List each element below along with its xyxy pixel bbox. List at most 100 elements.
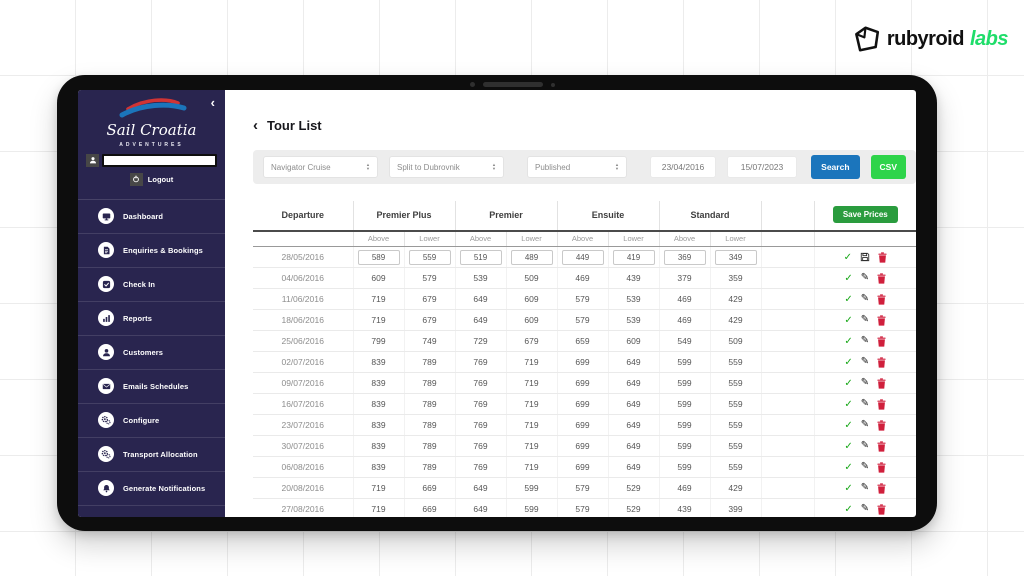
edit-pencil-icon[interactable]: ✎ <box>860 440 870 451</box>
sidebar-item-label: Transport Allocation <box>123 449 198 459</box>
sidebar-collapse-icon[interactable]: ‹ <box>210 95 215 110</box>
edit-pencil-icon[interactable]: ✎ <box>860 377 870 388</box>
spacer-cell <box>760 435 815 457</box>
logout-button[interactable]: Logout <box>78 172 225 186</box>
confirm-check-icon[interactable]: ✓ <box>844 482 853 494</box>
table-header-row: Departure Premier Plus Premier Ensuite S… <box>253 201 916 231</box>
trash-icon[interactable] <box>877 377 886 389</box>
edit-pencil-icon[interactable]: ✎ <box>860 356 870 367</box>
price-cell: 789 <box>403 456 455 478</box>
table-subheader-row: Above Lower Above Lower Above Lower Above Lower <box>253 230 916 247</box>
sidebar-item-label: Enquiries & Bookings <box>123 245 203 255</box>
sidebar-item-generate-notifications[interactable]: Generate Notifications <box>78 472 225 506</box>
trash-icon[interactable] <box>877 398 886 410</box>
confirm-check-icon[interactable]: ✓ <box>844 314 853 326</box>
save-row-icon[interactable] <box>860 252 870 262</box>
price-cell: 839 <box>352 393 404 415</box>
edit-pencil-icon[interactable]: ✎ <box>860 482 870 493</box>
edit-pencil-icon[interactable]: ✎ <box>860 461 870 472</box>
price-cell: 719 <box>352 498 404 517</box>
trash-icon[interactable] <box>877 440 886 452</box>
edit-pencil-icon[interactable]: ✎ <box>860 398 870 409</box>
confirm-check-icon[interactable]: ✓ <box>844 503 853 515</box>
tablet-camera-area <box>72 79 952 90</box>
edit-pencil-icon[interactable]: ✎ <box>860 503 870 514</box>
confirm-check-icon[interactable]: ✓ <box>844 272 853 284</box>
confirm-check-icon[interactable]: ✓ <box>844 335 853 347</box>
sidebar-item-label: Customers <box>123 347 164 357</box>
price-cell: 439 <box>607 267 660 289</box>
price-input[interactable] <box>714 249 757 265</box>
subheader-lower: Lower <box>403 230 455 247</box>
sidebar-item-transport-allocation[interactable]: Transport Allocation <box>78 438 225 472</box>
back-chevron-icon[interactable]: ‹ <box>253 117 258 134</box>
edit-pencil-icon[interactable]: ✎ <box>860 293 870 304</box>
price-cell: 599 <box>658 414 711 436</box>
confirm-check-icon[interactable]: ✓ <box>844 356 853 368</box>
route-select[interactable]: Split to Dubrovnik ▲ ▼ <box>389 156 504 178</box>
date-to-input[interactable] <box>727 156 797 178</box>
status-select[interactable]: Published ▲ ▼ <box>527 156 627 178</box>
edit-pencil-icon[interactable]: ✎ <box>860 335 870 346</box>
price-cell: 699 <box>556 435 608 457</box>
sidebar-item-dashboard[interactable]: Dashboard <box>78 200 225 234</box>
date-from-input[interactable] <box>650 156 716 178</box>
trash-icon[interactable] <box>877 335 886 347</box>
trash-icon[interactable] <box>877 356 886 368</box>
price-cell: 679 <box>505 330 557 352</box>
trash-icon[interactable] <box>877 461 886 473</box>
edit-pencil-icon[interactable]: ✎ <box>860 314 870 325</box>
csv-button[interactable]: CSV <box>870 155 906 179</box>
price-input[interactable] <box>357 249 400 265</box>
price-cell: 599 <box>658 393 711 415</box>
confirm-check-icon[interactable]: ✓ <box>844 377 853 389</box>
price-input[interactable] <box>663 249 706 265</box>
price-cell: 839 <box>352 456 404 478</box>
sidebar-item-configure[interactable]: Configure <box>78 404 225 438</box>
trash-icon[interactable] <box>877 503 886 515</box>
sidebar-item-enquiries-bookings[interactable]: Enquiries & Bookings <box>78 234 225 268</box>
confirm-check-icon[interactable]: ✓ <box>844 461 853 473</box>
confirm-check-icon[interactable]: ✓ <box>843 251 852 263</box>
trash-icon[interactable] <box>877 314 886 326</box>
confirm-check-icon[interactable]: ✓ <box>844 293 853 305</box>
departure-date: 20/08/2016 <box>253 477 353 499</box>
price-input[interactable] <box>561 249 604 265</box>
price-cell: 769 <box>454 414 506 436</box>
search-button[interactable]: Search <box>811 155 860 179</box>
spacer-column <box>760 201 815 231</box>
price-input[interactable] <box>510 249 553 265</box>
sidebar-nav: Dashboard Enquiries & Bookings Check In Rep… <box>78 198 225 506</box>
trash-icon[interactable] <box>877 272 886 284</box>
price-cell: 789 <box>403 393 455 415</box>
price-cell: 379 <box>658 267 711 289</box>
trash-icon[interactable] <box>877 293 886 305</box>
trash-icon[interactable] <box>878 251 887 263</box>
edit-pencil-icon[interactable]: ✎ <box>860 419 870 430</box>
username-input[interactable] <box>102 153 217 167</box>
sidebar-item-reports[interactable]: Reports <box>78 302 225 336</box>
sidebar-item-check-in[interactable]: Check In <box>78 268 225 302</box>
price-cell: 839 <box>352 435 404 457</box>
confirm-check-icon[interactable]: ✓ <box>844 440 853 452</box>
confirm-check-icon[interactable]: ✓ <box>844 398 853 410</box>
subheader-above: Above <box>352 230 404 247</box>
sidebar-item-label: Reports <box>123 313 153 323</box>
price-cell: 599 <box>658 456 711 478</box>
price-input[interactable] <box>612 249 655 265</box>
trash-icon[interactable] <box>877 482 886 494</box>
trash-icon[interactable] <box>877 419 886 431</box>
price-cell: 559 <box>709 393 762 415</box>
price-input[interactable] <box>459 249 502 265</box>
price-input[interactable] <box>408 249 451 265</box>
save-prices-button[interactable]: Save Prices <box>832 206 898 223</box>
speaker-slot <box>482 82 543 87</box>
confirm-check-icon[interactable]: ✓ <box>844 419 853 431</box>
price-cell: 789 <box>403 372 455 394</box>
user-icon[interactable] <box>86 153 99 167</box>
cruise-select[interactable]: Navigator Cruise ▲ ▼ <box>263 156 378 178</box>
sidebar-item-customers[interactable]: Customers <box>78 336 225 370</box>
sidebar-item-emails-schedules[interactable]: Emails Schedules <box>78 370 225 404</box>
edit-pencil-icon[interactable]: ✎ <box>860 272 870 283</box>
price-cell: 649 <box>607 351 660 373</box>
